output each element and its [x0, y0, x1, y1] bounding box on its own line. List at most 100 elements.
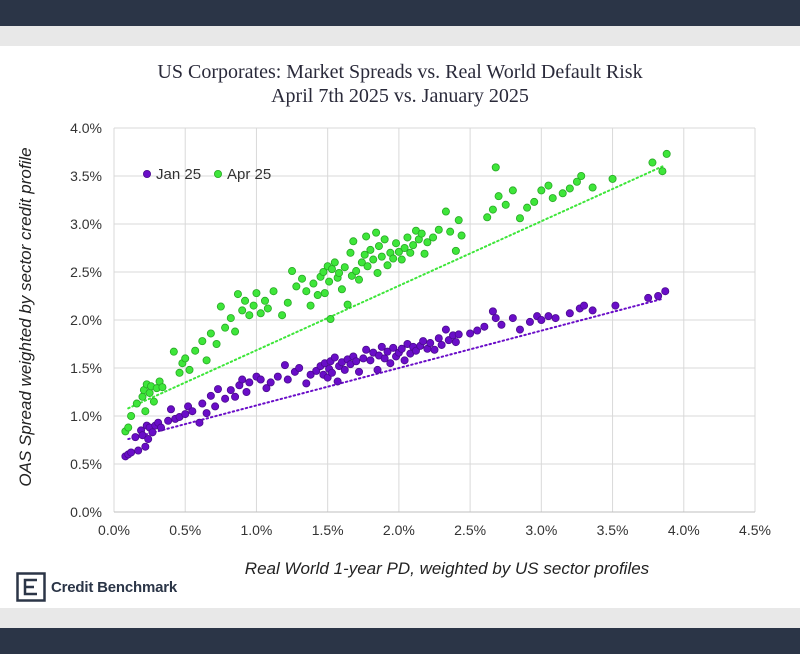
data-point-jan-25 [362, 345, 371, 354]
data-point-jan-25 [206, 391, 215, 400]
y-tick-label: 0.0% [70, 504, 102, 520]
chart-title: US Corporates: Market Spreads vs. Real W… [157, 61, 643, 83]
data-point-apr-25 [369, 255, 378, 264]
data-point-apr-25 [302, 287, 311, 296]
data-point-apr-25 [389, 254, 398, 263]
data-point-apr-25 [138, 392, 147, 401]
data-point-apr-25 [191, 346, 200, 355]
data-point-jan-25 [565, 309, 574, 318]
data-point-apr-25 [252, 289, 261, 298]
data-point-apr-25 [434, 225, 443, 234]
data-point-jan-25 [327, 368, 336, 377]
y-tick-label: 2.0% [70, 312, 102, 328]
data-point-jan-25 [242, 387, 251, 396]
data-point-apr-25 [383, 261, 392, 270]
data-point-apr-25 [158, 383, 167, 392]
y-tick-label: 0.5% [70, 456, 102, 472]
data-point-apr-25 [238, 306, 247, 315]
data-point-apr-25 [260, 296, 269, 305]
data-point-jan-25 [226, 386, 235, 395]
data-point-jan-25 [430, 345, 439, 354]
data-point-apr-25 [185, 365, 194, 374]
data-point-apr-25 [249, 301, 258, 310]
trendline-jan-25 [127, 297, 664, 441]
data-point-apr-25 [523, 203, 532, 212]
x-tick-label: 0.5% [169, 522, 201, 538]
legend-label-apr-25: Apr 25 [227, 166, 271, 183]
data-point-apr-25 [454, 216, 463, 225]
data-point-apr-25 [406, 248, 415, 257]
data-point-apr-25 [212, 339, 221, 348]
data-point-apr-25 [662, 149, 671, 158]
data-point-apr-25 [577, 171, 586, 180]
data-point-jan-25 [386, 359, 395, 368]
data-point-jan-25 [302, 379, 311, 388]
data-point-jan-25 [466, 329, 475, 338]
data-point-jan-25 [544, 312, 553, 321]
data-point-apr-25 [245, 311, 254, 320]
data-point-jan-25 [164, 416, 173, 425]
x-tick-label: 2.0% [383, 522, 415, 538]
data-point-apr-25 [198, 337, 207, 346]
data-point-apr-25 [309, 279, 318, 288]
data-point-jan-25 [202, 409, 211, 418]
point-layer [121, 149, 671, 461]
x-tick-label: 1.5% [312, 522, 344, 538]
x-axis-label: Real World 1-year PD, weighted by US sec… [244, 559, 650, 578]
data-point-jan-25 [434, 334, 443, 343]
grid-layer [113, 127, 756, 513]
data-point-jan-25 [551, 314, 560, 323]
data-point-jan-25 [166, 405, 175, 414]
chart-subtitle: April 7th 2025 vs. January 2025 [271, 85, 529, 107]
data-point-apr-25 [325, 277, 334, 286]
data-point-jan-25 [525, 317, 534, 326]
x-tick-label: 1.0% [240, 522, 272, 538]
data-point-apr-25 [515, 214, 524, 223]
data-point-jan-25 [181, 410, 190, 419]
x-tick-label: 4.5% [739, 522, 771, 538]
data-point-jan-25 [488, 307, 497, 316]
data-point-jan-25 [352, 357, 361, 366]
data-point-apr-25 [231, 327, 240, 336]
data-point-jan-25 [441, 325, 450, 334]
data-point-jan-25 [127, 448, 136, 457]
data-point-jan-25 [211, 402, 220, 411]
data-point-apr-25 [588, 183, 597, 192]
data-point-apr-25 [175, 368, 184, 377]
data-point-jan-25 [383, 347, 392, 356]
data-point-jan-25 [157, 423, 166, 432]
data-point-apr-25 [326, 315, 335, 324]
data-point-jan-25 [355, 367, 364, 376]
data-point-apr-25 [346, 248, 355, 257]
data-point-jan-25 [340, 365, 349, 374]
data-point-apr-25 [380, 235, 389, 244]
legend-label-jan-25: Jan 25 [156, 166, 201, 183]
data-point-jan-25 [588, 306, 597, 315]
data-point-apr-25 [319, 267, 328, 276]
data-point-apr-25 [327, 265, 336, 274]
data-point-jan-25 [144, 435, 153, 444]
data-point-apr-25 [457, 231, 466, 240]
data-point-apr-25 [488, 205, 497, 214]
data-point-jan-25 [231, 392, 240, 401]
data-point-jan-25 [473, 326, 482, 335]
data-point-apr-25 [263, 304, 272, 313]
data-point-jan-25 [262, 384, 271, 393]
data-point-apr-25 [283, 298, 292, 307]
data-point-apr-25 [608, 174, 617, 183]
data-point-jan-25 [654, 291, 663, 300]
data-point-apr-25 [202, 356, 211, 365]
data-point-apr-25 [278, 311, 287, 320]
y-tick-label: 3.0% [70, 216, 102, 232]
data-point-apr-25 [494, 192, 503, 201]
data-point-jan-25 [373, 365, 382, 374]
legend: Jan 25 Apr 25 [142, 166, 271, 183]
data-point-apr-25 [409, 241, 418, 250]
data-point-jan-25 [198, 399, 207, 408]
data-point-apr-25 [372, 228, 381, 237]
data-point-jan-25 [380, 354, 389, 363]
data-point-apr-25 [149, 397, 158, 406]
data-point-apr-25 [451, 246, 460, 255]
data-point-jan-25 [280, 361, 289, 370]
